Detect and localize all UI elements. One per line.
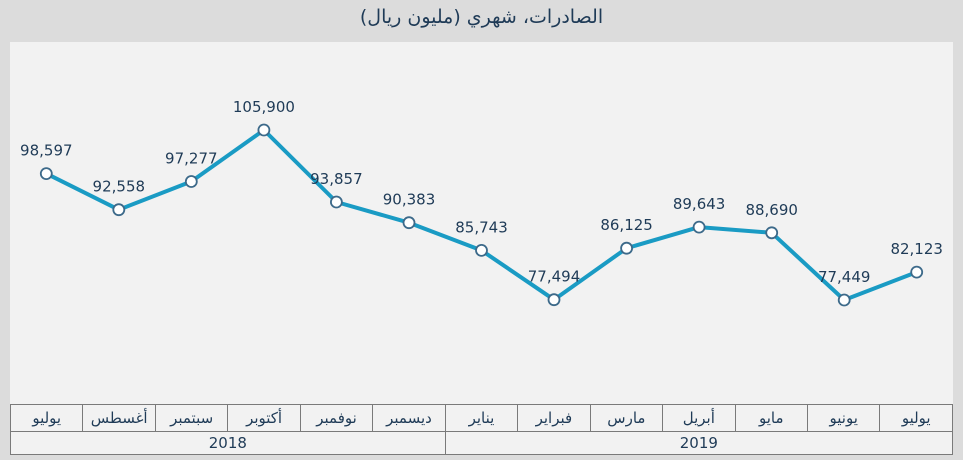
x-tick-label: أبريل bbox=[662, 404, 736, 432]
data-point bbox=[257, 123, 271, 137]
data-label: 77,494 bbox=[528, 268, 581, 286]
data-point bbox=[765, 226, 779, 240]
x-tick-label: نوفمبر bbox=[299, 404, 374, 432]
data-point bbox=[620, 241, 633, 255]
data-point bbox=[547, 293, 561, 307]
x-tick-label: مايو bbox=[734, 404, 808, 432]
data-label: 98,597 bbox=[20, 142, 73, 160]
x-tick-label: يناير bbox=[444, 404, 519, 432]
data-label: 92,558 bbox=[93, 178, 146, 196]
data-label: 77,449 bbox=[818, 268, 871, 286]
data-point bbox=[402, 216, 416, 230]
plot-area: 98,597 92,558 97,277 105,900 93,857 90,383 85,… bbox=[10, 42, 953, 404]
data-point bbox=[910, 265, 924, 279]
data-label: 85,743 bbox=[455, 218, 508, 236]
x-tick-label: سبتمبر bbox=[154, 404, 229, 432]
data-label: 86,125 bbox=[600, 216, 653, 234]
category-axis: يوليو أغسطس سبتمبر أكتوبر نوفمبر ديسمبر يناير ف… bbox=[9, 404, 954, 455]
x-tick-label: ديسمبر bbox=[372, 404, 446, 432]
x-tick-label: أغسطس bbox=[82, 404, 156, 432]
data-label: 97,277 bbox=[165, 150, 218, 168]
x-tick-label: يوليو bbox=[879, 404, 953, 432]
data-point bbox=[112, 203, 126, 217]
data-label: 93,857 bbox=[310, 170, 363, 188]
data-point bbox=[184, 175, 198, 188]
data-point bbox=[475, 243, 488, 257]
month-row: يوليو أغسطس سبتمبر أكتوبر نوفمبر ديسمبر يناير ف… bbox=[9, 404, 953, 432]
data-point bbox=[39, 167, 53, 181]
data-label: 105,900 bbox=[233, 98, 295, 116]
line-chart: 98,597 92,558 97,277 105,900 93,857 90,383 85,… bbox=[20, 98, 943, 307]
chart-title: الصادرات، شهري (مليون ريال) bbox=[359, 6, 604, 28]
data-label: 90,383 bbox=[383, 191, 436, 209]
x-tick-label: فبراير bbox=[517, 404, 591, 432]
x-tick-label: أكتوبر bbox=[227, 404, 301, 432]
data-point bbox=[837, 293, 851, 307]
year-group-label: 2018 bbox=[10, 431, 446, 455]
data-label: 89,643 bbox=[673, 195, 726, 213]
x-tick-label: مارس bbox=[589, 404, 664, 432]
data-point bbox=[329, 195, 343, 209]
data-label: 82,123 bbox=[890, 240, 943, 258]
year-row: 2018 2019 bbox=[10, 431, 954, 455]
data-point bbox=[692, 220, 706, 234]
x-tick-label: يوليو bbox=[9, 404, 84, 432]
x-tick-label: يونيو bbox=[806, 404, 881, 432]
year-group-label: 2019 bbox=[444, 431, 954, 455]
data-label: 88,690 bbox=[745, 201, 798, 219]
